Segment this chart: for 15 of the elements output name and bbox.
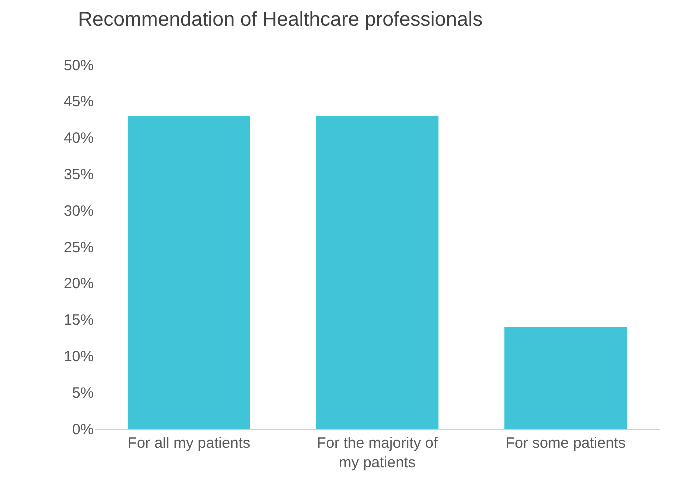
y-tick-label: 30% bbox=[64, 202, 94, 220]
y-tick-label: 50% bbox=[64, 57, 94, 74]
x-tick-label: For some patients bbox=[506, 435, 626, 452]
y-tick-label: 25% bbox=[64, 239, 94, 256]
y-tick-label: 35% bbox=[64, 166, 94, 184]
y-tick-label: 0% bbox=[72, 421, 94, 438]
y-tick-label: 45% bbox=[64, 94, 94, 111]
x-tick-label: For the majority of my patients bbox=[317, 435, 439, 472]
y-tick-label: 40% bbox=[64, 130, 94, 148]
y-tick-label: 15% bbox=[64, 312, 94, 330]
x-tick-label: For all my patients bbox=[128, 435, 250, 452]
y-tick-label: 5% bbox=[72, 384, 94, 402]
y-tick-label: 20% bbox=[64, 276, 94, 293]
y-tick-label: 10% bbox=[64, 348, 94, 366]
chart-title: Recommendation of Healthcare professionals bbox=[78, 9, 483, 32]
